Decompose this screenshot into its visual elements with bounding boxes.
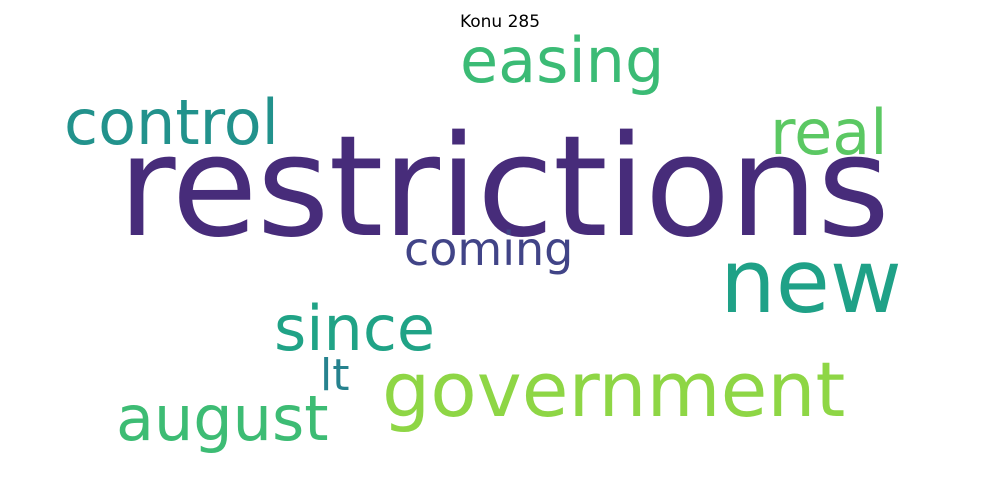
- word-august: august: [116, 382, 329, 455]
- word-control: control: [64, 86, 279, 159]
- word-new: new: [720, 230, 902, 333]
- word-since: since: [274, 292, 436, 365]
- word-coming: coming: [404, 222, 574, 276]
- figure-title: Konu 285: [459, 12, 541, 32]
- word-government: government: [382, 345, 846, 434]
- word-restrictions: restrictions: [118, 106, 890, 269]
- word-easing: easing: [460, 24, 665, 97]
- word-lt: lt: [320, 350, 350, 401]
- word-real: real: [770, 96, 888, 169]
